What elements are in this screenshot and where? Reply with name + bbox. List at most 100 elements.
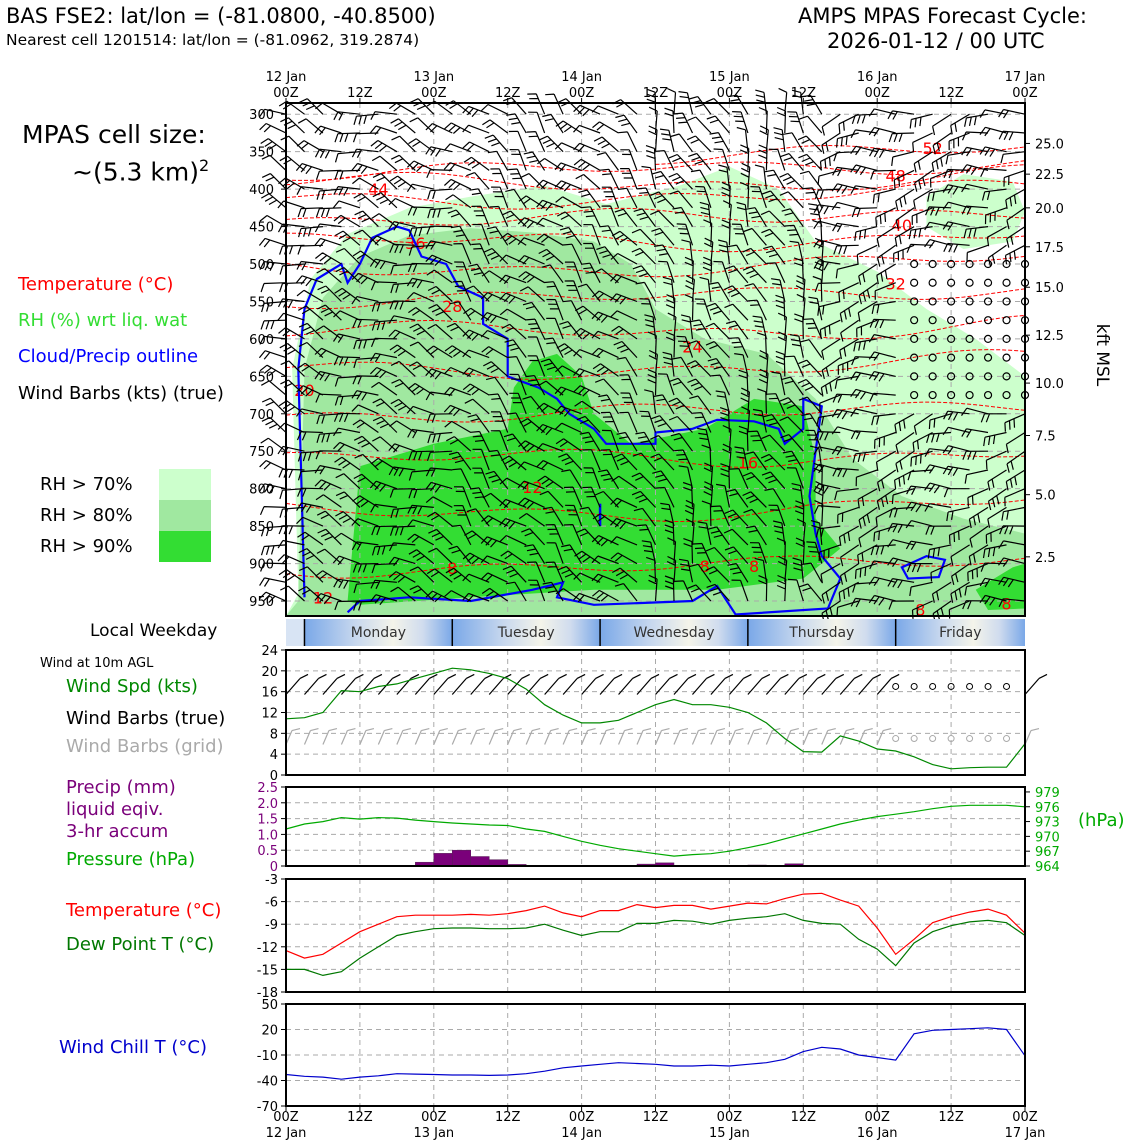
wind-barb [297, 487, 323, 497]
wind-chill-panel-ytick-label: -40 [257, 1075, 278, 1090]
wind-barb [389, 175, 416, 190]
wind-barb [745, 525, 767, 546]
wind-barb [961, 428, 989, 438]
wind-chill-panel-ytick-label: 20 [261, 1024, 278, 1039]
wind-barb [833, 151, 859, 162]
wind-barb-true [414, 673, 438, 695]
wind-barb [591, 535, 619, 547]
wind-barb [369, 594, 398, 606]
wind-barb [467, 414, 490, 433]
wind-barb [369, 258, 398, 270]
wind-barb [932, 113, 952, 136]
wind-barb [786, 467, 804, 489]
wind-barb [632, 265, 656, 284]
top-time-label: 00Z [864, 86, 890, 101]
wind-barb [593, 136, 619, 153]
top-time-label: 12Z [495, 86, 521, 101]
wind-barb [850, 129, 878, 139]
wind-chill-panel: -70 -40 -10 20 50 [257, 998, 1026, 1115]
calm-circle-10m [947, 682, 955, 690]
wind-barb [390, 398, 416, 415]
wind-barb [732, 111, 749, 134]
wind-barb [821, 600, 841, 623]
wind-barb [868, 371, 896, 382]
label-wind-barbs-true: Wind Barbs (true) [66, 708, 226, 729]
wind-barb [945, 151, 970, 165]
wind-barb-grid [617, 727, 633, 745]
wind-barb [351, 148, 379, 158]
wind-barb [969, 525, 989, 548]
wind-barb-grid [525, 727, 541, 745]
wind-barb [868, 334, 896, 343]
wind-barb [469, 188, 490, 209]
nearest-cell-text: Nearest cell 1201514: lat/lon = (-81.096… [6, 31, 420, 49]
wind-barb [260, 544, 287, 556]
calm-circle [1002, 372, 1011, 381]
wind-barb [519, 418, 545, 433]
wind-barb-true [470, 673, 494, 695]
wind-barb [871, 413, 896, 426]
wind-barb [651, 227, 675, 246]
wind-barb [518, 440, 545, 452]
wind-barb [259, 122, 287, 134]
wind-barb-true [655, 673, 678, 695]
wind-barb [390, 360, 416, 377]
wind-barb [555, 588, 582, 602]
wind-barb [480, 329, 508, 340]
wind-barb [391, 135, 416, 153]
wind-barb [556, 211, 583, 228]
wind-barb [925, 525, 952, 535]
wind-barb [821, 132, 841, 154]
wind-barb [591, 573, 619, 584]
wind-barb [684, 499, 695, 527]
wind-barb [538, 380, 564, 396]
bottom-time-label: 12Z [347, 1110, 373, 1125]
wind-barb [561, 544, 583, 564]
wind-barb [819, 319, 841, 339]
wind-barb [518, 195, 545, 209]
calm-circle [946, 278, 956, 287]
wind-barb [1006, 226, 1026, 248]
wind-barb [723, 285, 749, 302]
wind-barb [261, 173, 287, 190]
precip-bar [452, 849, 471, 867]
wind-barb [538, 248, 564, 265]
wind-barb [351, 390, 379, 401]
bottom-time-label: 00Z [273, 1110, 299, 1125]
wind-barb [887, 557, 915, 567]
wind-barb [855, 469, 878, 487]
wind-barb-true [359, 673, 383, 695]
label-precip: Precip (mm) [66, 777, 176, 798]
wind-barb [641, 165, 657, 190]
wind-barb [389, 420, 416, 434]
wind-barb [499, 308, 527, 321]
wind-barb [463, 307, 490, 321]
wind-barb [950, 581, 970, 603]
wind-barb [763, 414, 786, 433]
pressure-right-tick-label: 973 [1035, 816, 1060, 831]
wind-barb [850, 185, 878, 194]
wind-barb [334, 600, 360, 611]
wind-barb [724, 546, 749, 564]
wind-barb [297, 207, 323, 218]
wind-barb [450, 225, 472, 246]
wind-barb [813, 446, 841, 455]
wind-barb [499, 292, 527, 304]
wind-barb [709, 281, 730, 302]
wind-barb [528, 579, 546, 602]
wind-barb [277, 422, 305, 434]
wind-barb [333, 532, 361, 546]
wind-barb [871, 300, 896, 315]
calm-circle-grid [966, 735, 974, 743]
wind-barb [779, 172, 804, 190]
top-date-label: 17 Jan [1005, 70, 1046, 85]
wind-barb [406, 183, 434, 193]
wind-barb [951, 563, 970, 586]
wind-barb [610, 536, 638, 546]
wind-barb [447, 209, 472, 227]
wind-barb [444, 420, 472, 434]
wind-barb [680, 314, 694, 339]
wind-barb [631, 490, 656, 508]
wind-barb [600, 411, 620, 433]
wind-barb [831, 201, 859, 211]
